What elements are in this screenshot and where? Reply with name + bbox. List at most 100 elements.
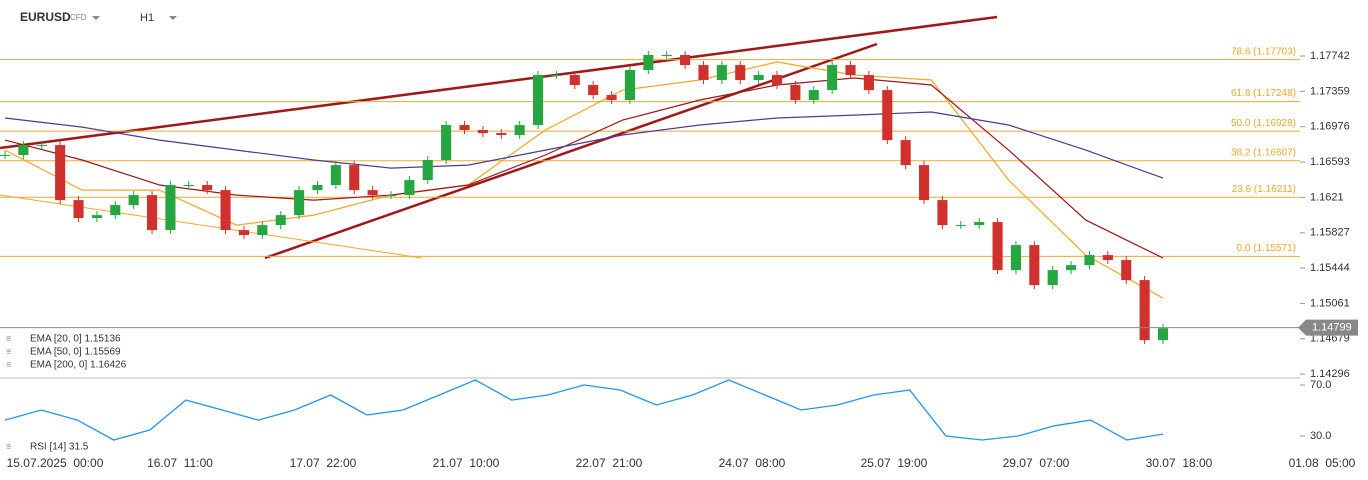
candle [937,200,948,226]
candle [735,65,746,81]
fib-label: 23.6 (1.16211) [1232,184,1296,195]
y-tick-label: 1.17359 [1310,85,1350,97]
candle [643,55,654,71]
fib-label: 38.2 (1.16607) [1231,147,1296,158]
candle [863,75,874,91]
candle [477,130,488,134]
candle [404,180,415,196]
x-tick-label: 25.07 19:00 [861,456,928,470]
ema-line [4,77,1164,259]
x-tick-label: 22.07 21:00 [576,456,643,470]
candle [753,75,764,81]
candle [588,84,599,96]
candle [1047,270,1058,286]
candle [220,190,231,231]
x-tick-label: 30.07 18:00 [1146,456,1213,470]
ema-line [4,61,1164,299]
candle [202,185,213,191]
candle [441,125,452,161]
candle [845,65,856,76]
candle [1121,260,1132,281]
candle [992,222,1003,271]
legend-entry: EMA [200, 0] 1.16426 [30,360,127,371]
candle [73,200,84,219]
legend-icon: ≡ [6,346,11,356]
legend-icon: ≡ [6,333,11,343]
current-price: 1.14799 [1312,322,1352,334]
candle [771,75,783,85]
candle [955,225,966,227]
x-tick-label: 17.07 22:00 [290,456,357,470]
candle [918,165,930,201]
candle [532,75,544,126]
candle [165,185,176,231]
legend-icon: ≡ [6,441,11,451]
candle [128,195,139,206]
x-tick-label: 21.07 10:00 [433,456,500,470]
trend-line [0,194,423,259]
y-tick-label: 1.15444 [1310,262,1350,274]
x-tick-label: 16.07 11:00 [147,456,213,470]
candle [459,125,470,131]
candle [367,190,378,196]
candle [790,84,801,101]
candle [0,155,11,157]
candle [551,75,562,77]
candle [55,145,66,201]
candle [385,195,397,197]
candle [624,70,636,101]
candle [183,185,194,187]
dropdown[interactable] [92,16,100,20]
candle [312,185,323,191]
y-tick-label: 1.14296 [1310,368,1350,380]
legend-icon: ≡ [6,359,11,369]
candle [110,205,121,216]
candle [1139,280,1150,341]
timeframe[interactable]: H1 [140,12,154,24]
legend-entry: EMA [50, 0] 1.15569 [30,347,121,358]
candle [808,90,819,101]
candle [1157,328,1169,341]
candle [1066,265,1077,271]
price-tag [1298,319,1358,336]
rsi-line [4,379,1164,441]
candle [1029,245,1040,286]
candle [18,145,29,156]
candle [661,55,672,57]
x-tick-label: 24.07 08:00 [719,456,786,470]
candle [349,165,360,191]
y-tick-label: 1.15061 [1310,297,1350,309]
candle [146,195,158,231]
y-tick-label: 1.15827 [1310,227,1350,239]
dropdown[interactable] [169,16,177,20]
candle [1102,255,1113,261]
x-tick-label: 29.07 07:00 [1003,456,1070,470]
x-tick-label: 15.07.2025 00:00 [7,456,104,470]
legend-entry: EMA [20, 0] 1.15136 [30,334,121,345]
ema-line [4,111,1164,179]
candle [606,95,617,101]
fib-label: 78.6 (1.17703) [1231,46,1296,57]
candle [569,75,580,85]
candle [514,125,525,136]
trend-line [0,15,998,150]
candle [680,55,691,66]
candle [698,65,709,81]
candle [91,215,102,219]
candle [974,222,985,226]
y-tick-label: 1.16593 [1310,156,1350,168]
candle [1084,255,1095,266]
fib-label: 0.0 (1.15571) [1237,243,1297,254]
candle [275,215,286,226]
fib-label: 50.0 (1.16928) [1231,118,1296,129]
fib-label: 61.8 (1.17248) [1231,88,1296,99]
candle [827,65,838,91]
candle [36,145,47,147]
candle [238,230,250,236]
candle [900,140,911,166]
candle [257,225,268,236]
candle [716,65,727,81]
symbol[interactable]: EURUSD [20,10,71,24]
candle [1010,245,1022,271]
